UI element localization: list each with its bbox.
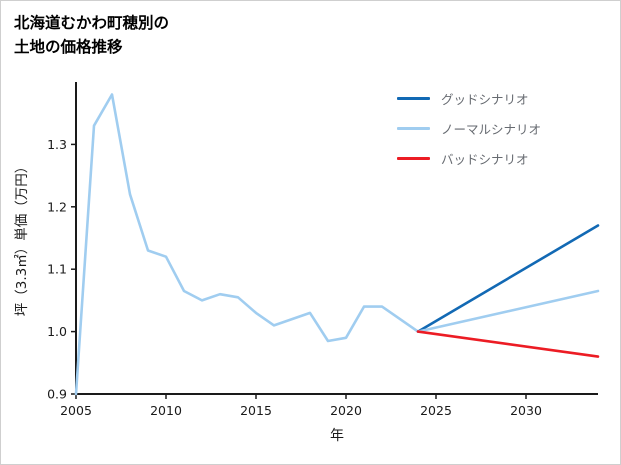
y-tick-label: 1.1 [47,262,67,277]
y-tick-label: 1.0 [47,324,67,339]
x-tick-label: 2015 [240,403,272,418]
y-tick-label: 0.9 [47,387,67,402]
legend-label-bad: バッドシナリオ [441,152,529,167]
legend-item-good: グッドシナリオ [397,89,541,108]
legend: グッドシナリオ ノーマルシナリオ バッドシナリオ [397,89,541,168]
x-axis-label: 年 [330,428,344,444]
x-tick-label: 2005 [60,403,92,418]
chart-title: 北海道むかわ町穂別の 土地の価格推移 [14,11,169,59]
series-good-line [416,224,600,333]
x-tick-label: 2020 [330,403,362,418]
series-history-line [74,93,420,396]
y-tick-label: 1.3 [47,137,67,152]
legend-swatch-good [397,97,430,100]
chart-title-line1: 北海道むかわ町穂別の [14,14,170,32]
y-tick-label: 1.2 [47,199,67,214]
x-tick-label: 2025 [420,403,452,418]
chart-title-line2: 土地の価格推移 [14,38,123,57]
legend-swatch-bad [397,157,430,160]
legend-item-normal: ノーマルシナリオ [397,119,541,138]
y-axis-label: 坪（3.3㎡）単価（万円） [14,160,30,316]
legend-label-good: グッドシナリオ [441,92,529,107]
legend-item-bad: バッドシナリオ [397,149,541,168]
x-tick-label: 2030 [510,403,542,418]
series-bad-line [416,330,600,358]
legend-swatch-normal [397,127,430,130]
series-normal-line [416,289,600,333]
x-tick-label: 2010 [150,403,182,418]
legend-label-normal: ノーマルシナリオ [441,122,542,137]
